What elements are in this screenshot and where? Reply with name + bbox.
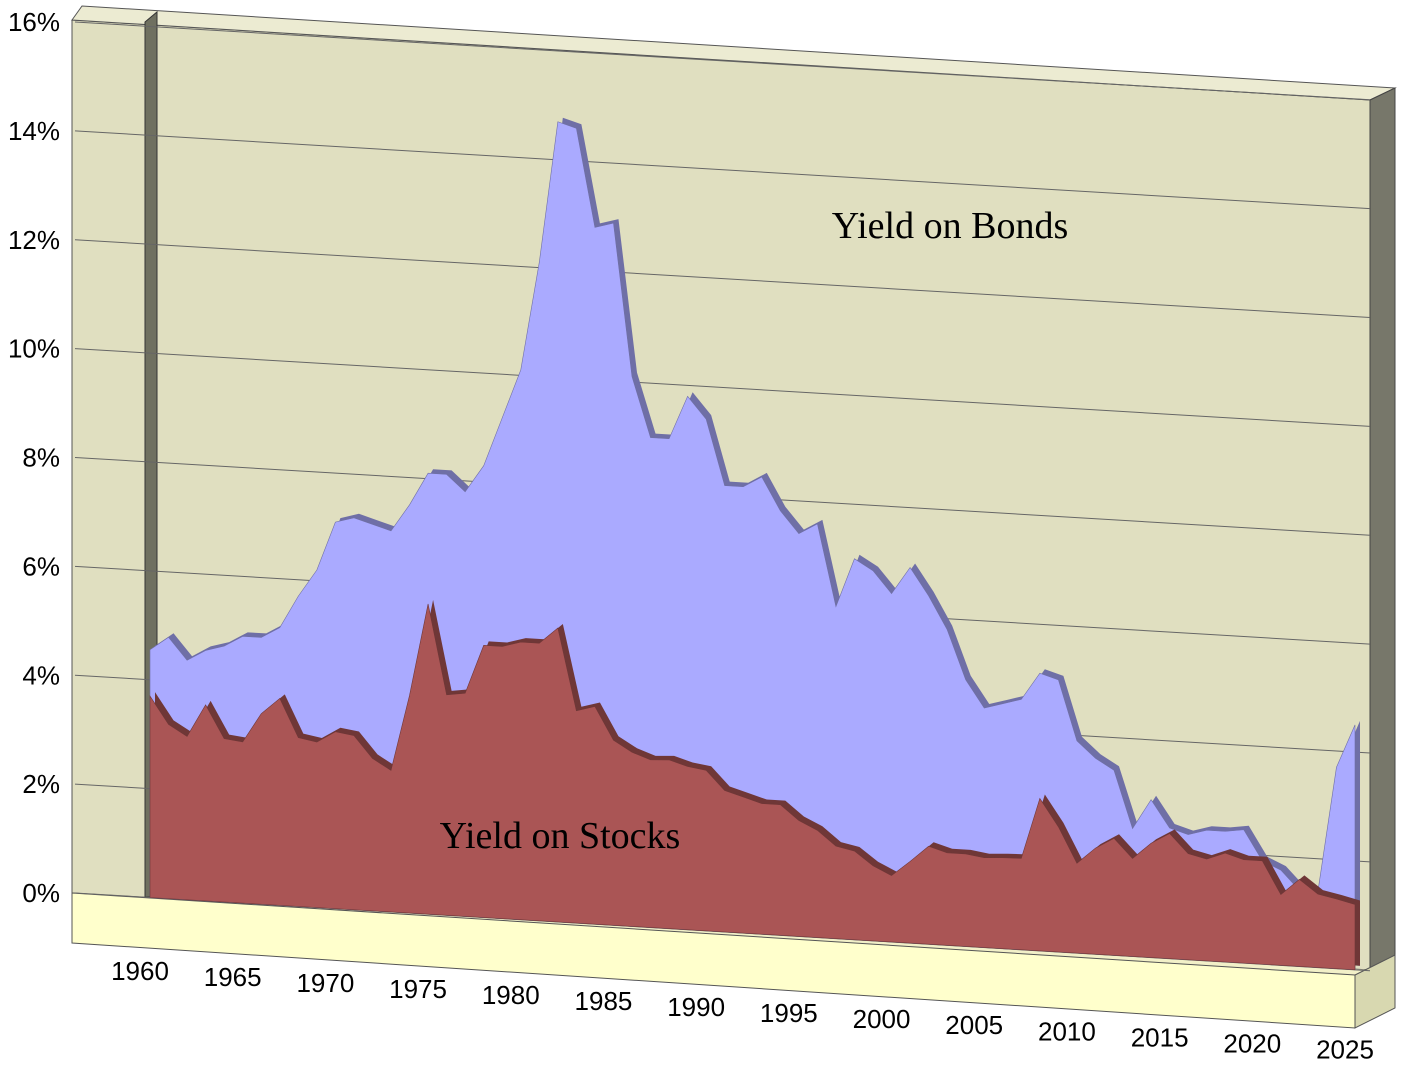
y-tick-label: 2%: [22, 769, 60, 799]
y-tick-label: 6%: [22, 551, 60, 581]
x-tick-label: 2015: [1131, 1022, 1189, 1052]
grid-line: [74, 239, 1371, 318]
x-tick-label: 2000: [853, 1004, 911, 1034]
annotation: Yield on Stocks: [440, 815, 681, 857]
x-tick-label: 1965: [204, 962, 262, 992]
x-tick-label: 1970: [296, 968, 354, 998]
x-tick-label: 1985: [575, 986, 633, 1016]
areas: [149, 117, 1360, 971]
y-tick-label: 16%: [8, 7, 60, 37]
x-tick-label: 1990: [667, 992, 725, 1022]
y-tick-label: 12%: [8, 225, 60, 255]
x-tick-label: 1960: [111, 956, 169, 986]
x-tick-label: 2010: [1038, 1016, 1096, 1046]
y-tick-label: 10%: [8, 334, 60, 364]
y-tick-label: 14%: [8, 116, 60, 146]
grid-line: [74, 348, 1371, 427]
x-tick-label: 2025: [1316, 1034, 1374, 1064]
grid-line: [74, 130, 1371, 210]
y-tick-label: 0%: [22, 878, 60, 908]
y-tick-label: 4%: [22, 660, 60, 690]
right-wall: [1369, 87, 1396, 971]
annotation: Yield on Bonds: [832, 205, 1068, 247]
x-tick-label: 2005: [945, 1010, 1003, 1040]
y-tick-label: 8%: [22, 443, 60, 473]
floor-side: [1354, 954, 1396, 1029]
x-tick-label: 1975: [389, 974, 447, 1004]
x-tick-label: 1995: [760, 998, 818, 1028]
area: [149, 603, 1356, 971]
x-tick-label: 1980: [482, 980, 540, 1010]
grid-line: [74, 21, 1371, 101]
x-tick-label: 2020: [1223, 1028, 1281, 1058]
